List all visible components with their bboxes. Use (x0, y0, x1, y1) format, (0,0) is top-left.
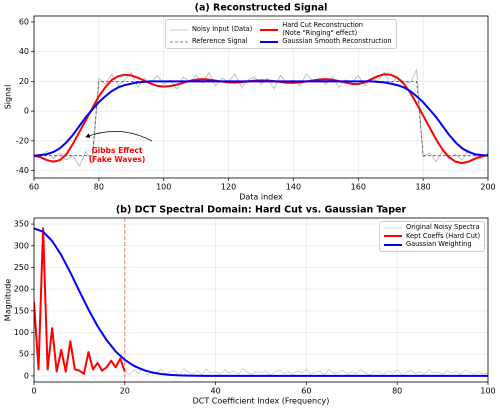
series-line (34, 227, 126, 375)
x-tick-label: 40 (211, 387, 221, 396)
y-tick-label: 350 (14, 220, 29, 229)
legend-label: Kept Coeffs (Hard Cut) (406, 231, 481, 240)
y-tick-label: 50 (19, 350, 29, 359)
plot-frame (33, 15, 489, 179)
series-line (34, 80, 488, 157)
legend-swatch (384, 227, 402, 229)
legend-swatch (384, 235, 402, 238)
x-tick-label: 0 (31, 387, 36, 396)
x-tick-label: 120 (221, 183, 236, 192)
x-tick-label: 100 (480, 387, 495, 396)
legend-swatch (260, 28, 279, 31)
x-tick-label: 20 (120, 387, 130, 396)
y-axis-label: Magnitude (4, 279, 13, 321)
legend: Original Noisy Spectra Kept Coeffs (Hard … (379, 221, 486, 252)
y-tick-label: 100 (14, 328, 29, 337)
y-tick-label: 300 (14, 241, 29, 250)
legend-item: Reference Signal (170, 38, 252, 46)
annotation: (Fake Waves) (89, 155, 146, 164)
x-tick-label: 80 (94, 183, 104, 192)
legend-item: Kept Coeffs (Hard Cut) (384, 231, 481, 241)
legend-item: Noisy Input (Data) (170, 24, 253, 34)
x-tick-label: 100 (156, 183, 171, 192)
legend-label: Original Noisy Spectra (406, 223, 480, 231)
y-tick-label: -40 (16, 166, 29, 175)
series-line (34, 73, 488, 165)
legend-item: Hard Cut Reconstruction (Note "Ringing" … (260, 21, 391, 37)
x-tick-label: 60 (301, 387, 311, 396)
y-tick-label: 150 (14, 306, 29, 315)
legend-label: Noisy Input (Data) (192, 24, 253, 33)
x-tick-label: 80 (392, 387, 402, 396)
x-axis-label: Data index (239, 193, 283, 202)
series-line (34, 227, 488, 377)
y-tick-label: 60 (19, 17, 29, 26)
y-tick-label: 0 (24, 107, 29, 116)
plot-frame (33, 217, 489, 383)
legend-label: Gaussian Weighting (406, 240, 472, 249)
y-tick-label: 250 (14, 263, 29, 272)
legend-label: Gaussian Smooth Reconstruction (282, 37, 392, 46)
x-axis-label: DCT Coefficient Index (Frequency) (193, 397, 330, 406)
annotation-arrow (85, 130, 153, 142)
series-line (34, 69, 488, 167)
x-tick-label: 160 (351, 183, 366, 192)
legend-item: Gaussian Smooth Reconstruction (260, 37, 392, 46)
y-tick-label: -20 (16, 136, 29, 145)
legend-item: Gaussian Weighting (384, 241, 480, 249)
legend-label: Reference Signal (192, 37, 248, 46)
x-tick-label: 60 (29, 183, 39, 192)
x-tick-label: 180 (416, 183, 431, 192)
y-axis-label: Signal (4, 85, 13, 110)
annotation: Gibbs Effect (92, 146, 143, 155)
chart-title: (a) Reconstructed Signal (195, 3, 328, 14)
legend-swatch (170, 29, 188, 30)
y-tick-label: 40 (19, 47, 29, 56)
chart-title: (b) DCT Spectral Domain: Hard Cut vs. Ga… (116, 205, 407, 216)
legend-swatch (170, 41, 188, 43)
x-tick-label: 140 (286, 183, 301, 192)
x-tick-label: 200 (480, 183, 495, 192)
legend-swatch (384, 243, 402, 246)
y-tick-label: 0 (24, 371, 29, 380)
legend: Noisy Input (Data) Hard Cut Reconstructio… (165, 19, 397, 49)
y-tick-label: 20 (19, 77, 29, 86)
y-tick-label: 200 (14, 285, 29, 294)
legend-swatch (260, 40, 279, 43)
legend-label: Hard Cut Reconstruction (Note "Ringing" … (282, 21, 363, 37)
legend-item: Original Noisy Spectra (384, 223, 480, 232)
